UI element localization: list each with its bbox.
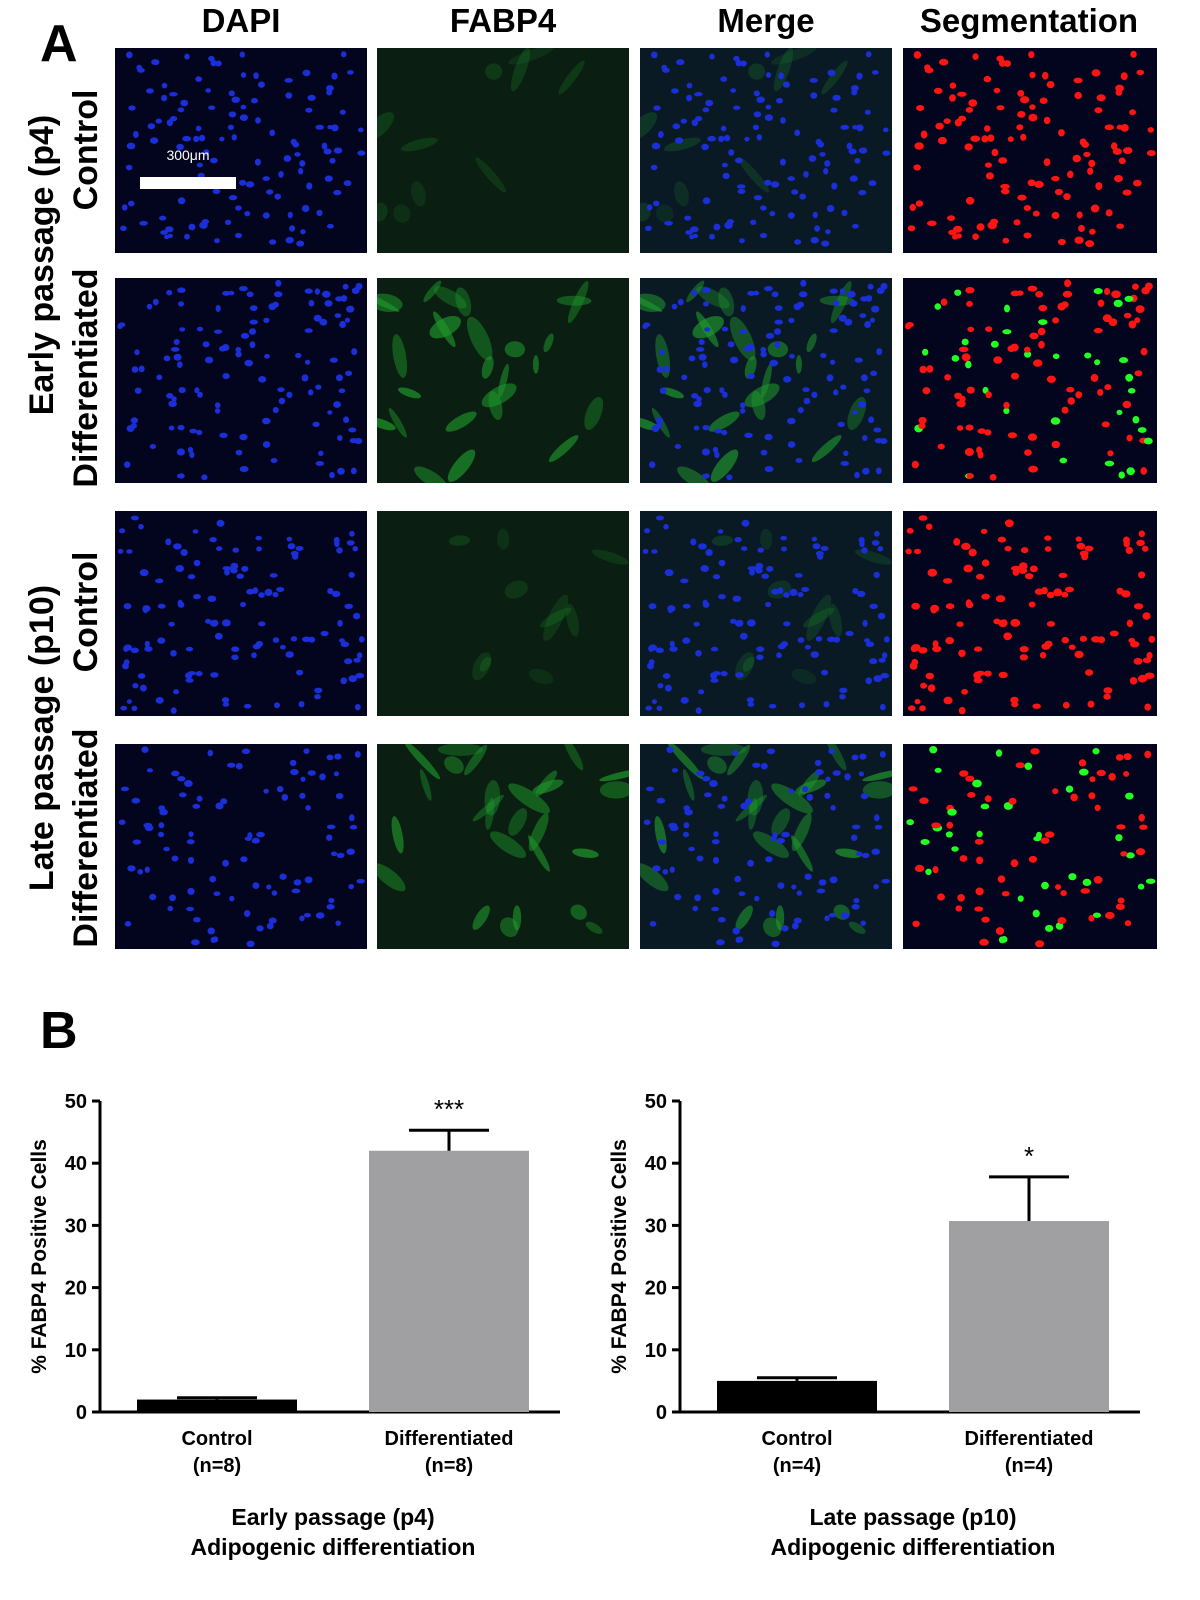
bar-control	[137, 1399, 297, 1412]
x-category-label: Control	[761, 1428, 832, 1450]
micrograph-early-control-dapi	[115, 48, 367, 253]
row-label-differentiated-early: Differentiated	[67, 268, 105, 488]
scale-bar-label: 300μm	[166, 147, 210, 163]
column-header-merge: Merge	[717, 2, 815, 39]
y-tick-label: 20	[645, 1278, 667, 1300]
y-tick-label: 30	[65, 1215, 87, 1237]
x-category-label: Differentiated	[385, 1428, 514, 1450]
y-tick-label: 0	[76, 1402, 87, 1424]
x-axis-title-line: Late passage (p10)	[809, 1504, 1016, 1530]
column-header-fabp4: FABP4	[449, 2, 557, 39]
micrograph-late-control-segmentation	[903, 511, 1157, 716]
bar-differentiated	[369, 1150, 529, 1412]
panel-b-label: B	[40, 1002, 78, 1060]
passage-label-early: Early passage (p4)	[23, 114, 61, 416]
bar-chart-late-passage: 0 10 20 30 40 50 % FABP4 Positive Cells Control…	[580, 1080, 1180, 1600]
micrograph-late-control-dapi	[115, 511, 367, 716]
scale-bar: 300μm	[140, 145, 236, 189]
micrograph-late-control-merge	[640, 511, 892, 716]
micrograph-early-control-fabp4	[377, 48, 629, 253]
x-axis-title-line: Adipogenic differentiation	[191, 1534, 476, 1560]
row-label-control-early: Control	[67, 89, 105, 211]
micrograph-late-differentiated-segmentation	[903, 744, 1157, 949]
chart-late-passage-svg: 0 10 20 30 40 50 % FABP4 Positive Cells Control…	[608, 1091, 1140, 1560]
bar-control	[717, 1380, 877, 1412]
chart-early-passage-svg: 0 10 20 30 40 50 % FABP4 Positive Cells Control…	[28, 1091, 560, 1560]
micrograph-early-differentiated-fabp4	[377, 278, 629, 483]
y-axis-label: % FABP4 Positive Cells	[28, 1139, 51, 1374]
micrograph-late-differentiated-dapi	[115, 744, 367, 949]
micrograph-late-differentiated-fabp4	[377, 744, 629, 949]
y-tick-label: 0	[656, 1402, 667, 1424]
x-axis-title-line: Adipogenic differentiation	[771, 1534, 1056, 1560]
y-tick-label: 40	[645, 1153, 667, 1175]
micrograph-early-differentiated-merge	[640, 278, 892, 483]
x-category-label: Differentiated	[965, 1428, 1094, 1450]
y-tick-label: 10	[65, 1340, 87, 1362]
y-axis-label: % FABP4 Positive Cells	[608, 1139, 631, 1374]
y-tick-label: 30	[645, 1215, 667, 1237]
y-tick-label: 40	[65, 1153, 87, 1175]
significance-marker: ***	[434, 1094, 464, 1124]
row-label-differentiated-late: Differentiated	[67, 728, 105, 948]
x-category-label: Control	[181, 1428, 252, 1450]
x-category-n-label: (n=4)	[1005, 1455, 1053, 1477]
bar-chart-early-passage: 0 10 20 30 40 50 % FABP4 Positive Cells Control…	[0, 1080, 560, 1600]
panel-a-label: A	[40, 15, 78, 73]
column-header-segmentation: Segmentation	[919, 2, 1139, 39]
x-category-n-label: (n=8)	[193, 1455, 241, 1477]
micrograph-late-control-fabp4	[377, 511, 629, 716]
column-header-dapi: DAPI	[201, 2, 281, 39]
y-tick-label: 20	[65, 1278, 87, 1300]
x-axis-title-line: Early passage (p4)	[231, 1504, 434, 1530]
scale-bar-line	[140, 177, 236, 189]
x-category-n-label: (n=4)	[773, 1455, 821, 1477]
micrograph-late-differentiated-merge	[640, 744, 892, 949]
significance-marker: *	[1024, 1141, 1034, 1171]
micrograph-early-control-merge	[640, 48, 892, 253]
micrograph-early-differentiated-segmentation	[903, 278, 1157, 483]
y-tick-label: 50	[645, 1091, 667, 1113]
bar-differentiated	[949, 1221, 1109, 1412]
micrograph-early-control-segmentation	[903, 48, 1157, 253]
x-category-n-label: (n=8)	[425, 1455, 473, 1477]
y-tick-label: 10	[645, 1340, 667, 1362]
micrograph-early-differentiated-dapi	[115, 278, 367, 483]
y-tick-label: 50	[65, 1091, 87, 1113]
passage-label-late: Late passage (p10)	[23, 584, 61, 892]
row-label-control-late: Control	[67, 551, 105, 673]
